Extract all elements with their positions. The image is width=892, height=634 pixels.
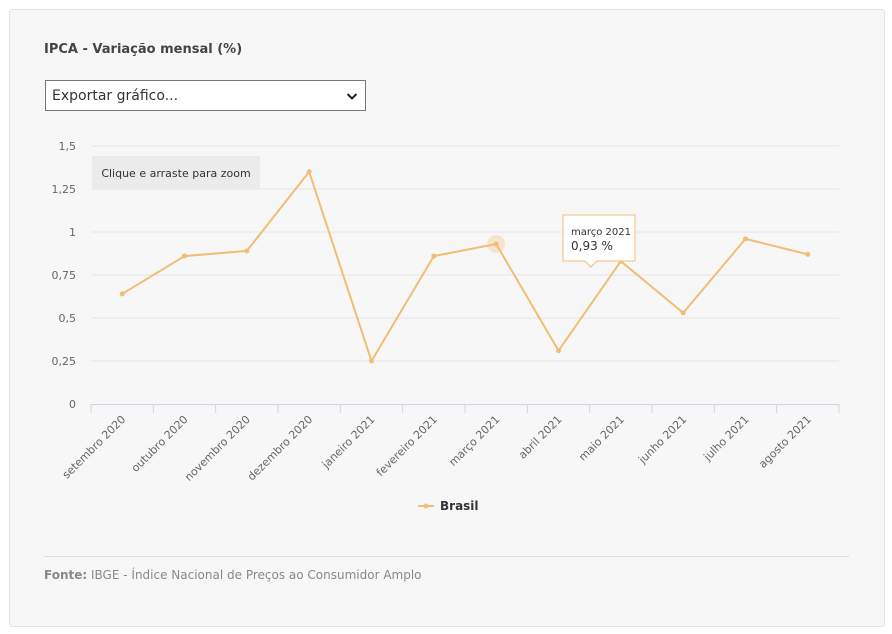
y-tick-label: 0,75 <box>52 269 77 282</box>
x-tick-label: junho 2021 <box>635 413 689 467</box>
source-text: IBGE - Índice Nacional de Preços ao Cons… <box>91 568 422 582</box>
source-label: Fonte: <box>44 568 88 582</box>
tooltip-value: 0,93 % <box>571 239 613 253</box>
data-point[interactable] <box>306 169 312 175</box>
series-line-brasil <box>121 170 809 362</box>
legend-symbol-marker <box>423 503 429 509</box>
x-tick-label: março 2021 <box>446 413 502 469</box>
x-tick-label: maio 2021 <box>576 413 627 464</box>
chevron-down-icon <box>346 92 358 100</box>
tooltip-box <box>562 214 636 268</box>
data-point[interactable] <box>493 241 499 247</box>
x-tick-label: novembro 2020 <box>182 413 253 484</box>
x-tick-label: janeiro 2021 <box>319 413 378 472</box>
data-point[interactable] <box>805 251 811 257</box>
y-tick-label: 0 <box>69 398 76 411</box>
footer-divider <box>44 556 849 557</box>
x-tick-label: dezembro 2020 <box>245 413 315 483</box>
data-point[interactable] <box>182 253 187 259</box>
data-point[interactable] <box>431 253 437 259</box>
legend-item-brasil[interactable]: Brasil <box>440 499 479 513</box>
tooltip-category: março 2021 <box>571 227 631 238</box>
zoom-hint-text: Clique e arraste para zoom <box>101 167 250 180</box>
x-tick-label: outubro 2020 <box>129 413 191 475</box>
x-tick-label: julho 2021 <box>701 413 752 464</box>
export-select-value: Exportar gráfico... <box>52 87 179 104</box>
y-tick-label: 1,25 <box>52 183 77 196</box>
data-point[interactable] <box>244 248 250 254</box>
y-tick-label: 1,5 <box>59 140 77 153</box>
y-tick-label: 0,25 <box>52 355 77 368</box>
x-tick-label: abril 2021 <box>516 413 565 462</box>
x-tick-label: setembro 2020 <box>60 413 128 481</box>
data-point[interactable] <box>556 348 561 354</box>
data-point[interactable] <box>680 310 686 316</box>
x-tick-label: agosto 2021 <box>756 413 814 471</box>
x-tick-label: fevereiro 2021 <box>374 413 440 479</box>
y-tick-label: 1 <box>69 226 76 239</box>
data-point[interactable] <box>369 358 374 364</box>
export-chart-select[interactable]: Exportar gráfico... <box>45 80 366 111</box>
chart-title: IPCA - Variação mensal (%) <box>44 42 243 57</box>
source-note: Fonte: IBGE - Índice Nacional de Preços … <box>44 568 422 582</box>
zoom-hint: Clique e arraste para zoom <box>92 156 260 189</box>
y-tick-label: 0,5 <box>59 312 77 325</box>
data-point[interactable] <box>119 291 125 297</box>
legend[interactable]: Brasil <box>418 499 479 513</box>
data-point[interactable] <box>743 236 748 242</box>
